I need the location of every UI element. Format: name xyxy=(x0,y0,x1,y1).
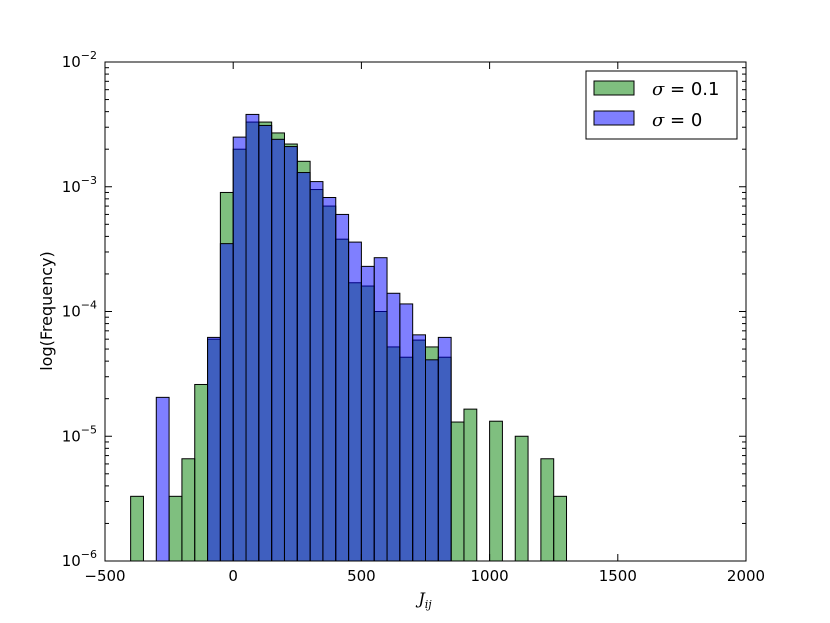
bar-series1-bin6 xyxy=(271,138,285,562)
x-tick-label: 1000 xyxy=(471,567,509,585)
ticks-layer xyxy=(104,61,747,562)
bar-series0-bin27 xyxy=(540,458,555,562)
y-tick-label-base: 10 xyxy=(62,552,81,570)
bar-series0-bin25 xyxy=(489,420,503,562)
y-tick-label-base: 10 xyxy=(62,303,81,321)
legend-entry-sigma-0-symbol: σ xyxy=(652,110,665,131)
bar-series1-bin3 xyxy=(232,136,247,562)
x-tick-label: 1500 xyxy=(599,567,637,585)
legend: σ = 0.1 σ = 0 xyxy=(585,70,738,140)
bar-series1-bin17 xyxy=(412,334,426,562)
legend-entry-sigma-0.1: σ = 0.1 xyxy=(652,79,719,100)
legend-entry-sigma-0.1-value: = 0.1 xyxy=(664,79,719,100)
bar-series1-bin11 xyxy=(335,213,350,562)
bar-series0-bin1 xyxy=(168,495,183,562)
bar-series1-bin18 xyxy=(425,359,439,562)
bar-series1-bin2 xyxy=(219,243,234,562)
bar-series0-bin24 xyxy=(463,408,478,562)
x-axis-label: Jij xyxy=(415,589,432,611)
bar-series1-bin14 xyxy=(373,257,388,562)
y-tick-label-exponent: −6 xyxy=(81,548,97,561)
bar-series1-bin1 xyxy=(207,336,221,562)
bar-series0-bin0 xyxy=(130,495,144,562)
bar-series0-bin28 xyxy=(553,495,568,562)
y-tick-label-exponent: −4 xyxy=(81,299,97,312)
bar-series0-bin23 xyxy=(450,421,465,562)
y-tick-label-exponent: −2 xyxy=(81,49,97,62)
y-tick-label-base: 10 xyxy=(62,427,81,445)
bar-series1-bin4 xyxy=(245,113,260,562)
x-tick-label: 2000 xyxy=(727,567,765,585)
y-tick-label-base: 10 xyxy=(62,53,81,71)
x-axis-label-main: J xyxy=(415,589,426,608)
y-tick-label: 10−4 xyxy=(62,299,97,321)
x-tick-label: 0 xyxy=(228,567,238,585)
x-tick-label: 500 xyxy=(347,567,376,585)
y-tick-label: 10−5 xyxy=(62,423,97,445)
y-tick-label-exponent: −3 xyxy=(81,174,97,187)
y-tick-label: 10−2 xyxy=(62,49,97,71)
y-tick-label-exponent: −5 xyxy=(81,423,97,436)
bar-series1-bin10 xyxy=(322,197,337,562)
bar-series0-bin3 xyxy=(194,383,209,562)
y-tick-label: 10−6 xyxy=(62,548,97,570)
x-tick-label: −500 xyxy=(84,567,125,585)
bar-series1-bin5 xyxy=(258,124,273,562)
bar-series1-bin15 xyxy=(386,292,401,562)
y-axis-label: log(Frequency) xyxy=(37,251,56,371)
plot-frame xyxy=(104,61,747,562)
x-axis-label-subscript: ij xyxy=(425,598,433,611)
bar-series1-bin12 xyxy=(348,241,362,562)
bar-series1-bin8 xyxy=(296,172,311,562)
legend-entry-sigma-0: σ = 0 xyxy=(652,110,702,131)
bar-series0-bin2 xyxy=(181,458,196,562)
legend-entry-sigma-0.1-symbol: σ xyxy=(652,79,665,100)
y-tick-labels: 10−210−310−410−510−6 xyxy=(62,49,97,570)
bar-series1-bin0 xyxy=(155,396,170,562)
bar-series1-bin19 xyxy=(437,336,452,562)
y-tick-label-base: 10 xyxy=(62,178,81,196)
bar-series1-bin9 xyxy=(309,181,324,562)
legend-swatch-sigma-0.1 xyxy=(593,80,635,96)
legend-entry-sigma-0-value: = 0 xyxy=(664,110,702,131)
bar-series1-bin16 xyxy=(399,303,414,562)
x-tick-labels: −500 0 500 1000 1500 2000 xyxy=(84,567,765,585)
bar-series1-bin13 xyxy=(360,265,375,562)
legend-swatch-sigma-0 xyxy=(593,110,635,126)
bar-series1-bin7 xyxy=(283,146,298,562)
y-tick-label: 10−3 xyxy=(62,174,97,196)
bar-series0-bin26 xyxy=(514,435,529,562)
